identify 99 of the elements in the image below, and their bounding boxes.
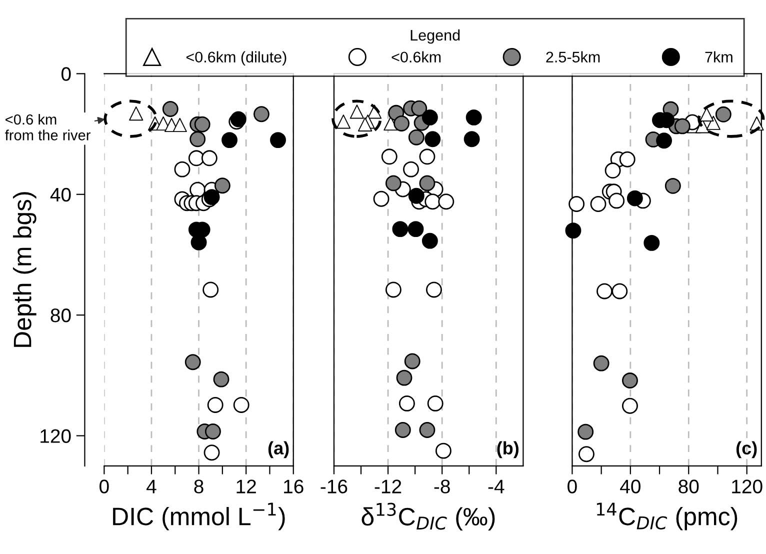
point bbox=[427, 395, 444, 412]
point bbox=[422, 232, 438, 249]
x-tick-label: -8 bbox=[434, 480, 450, 494]
y-tick-label: 0 bbox=[61, 67, 71, 81]
point bbox=[626, 190, 643, 206]
y-axis-title: Depth (m bgs) bbox=[13, 192, 36, 347]
legend-label: 7km bbox=[705, 51, 732, 62]
point bbox=[464, 131, 480, 148]
point bbox=[590, 196, 606, 212]
legend-label: <0.6km bbox=[392, 51, 441, 63]
point bbox=[424, 131, 441, 148]
point bbox=[222, 132, 238, 148]
point bbox=[184, 354, 201, 370]
x-tick-label: 80 bbox=[678, 480, 699, 494]
point bbox=[162, 101, 178, 117]
annotation: (a) bbox=[268, 441, 289, 458]
text: <0.6 km from the river bbox=[5, 114, 90, 140]
point bbox=[419, 422, 436, 438]
point bbox=[394, 422, 411, 438]
x-axis-title: DIC (mmol L$^{−1}$) bbox=[113, 502, 285, 530]
point bbox=[336, 114, 351, 129]
point bbox=[253, 106, 270, 122]
x-tick-label: 16 bbox=[284, 480, 304, 494]
point bbox=[419, 148, 436, 165]
x-tick-label: 12 bbox=[236, 480, 256, 494]
point bbox=[419, 175, 436, 192]
y-tick-label: 120 bbox=[40, 429, 71, 443]
point bbox=[593, 355, 610, 372]
y-tick-label: 80 bbox=[50, 308, 71, 322]
x-tick-label: 0 bbox=[568, 480, 577, 494]
point bbox=[578, 446, 594, 462]
point bbox=[385, 175, 402, 192]
point bbox=[674, 118, 690, 134]
point bbox=[398, 395, 415, 412]
legend-title: Legend bbox=[410, 29, 460, 44]
point bbox=[596, 283, 612, 300]
point bbox=[565, 222, 582, 239]
point bbox=[204, 424, 221, 440]
point bbox=[233, 396, 250, 413]
x-tick-label: 0 bbox=[100, 480, 109, 494]
point bbox=[373, 190, 390, 207]
point bbox=[706, 116, 720, 130]
point bbox=[358, 117, 372, 132]
point bbox=[622, 372, 638, 389]
y-tick-label: 40 bbox=[50, 188, 71, 202]
point bbox=[207, 396, 224, 413]
x-tick-label: -12 bbox=[374, 480, 402, 494]
point bbox=[435, 442, 452, 459]
point bbox=[396, 370, 412, 386]
point bbox=[201, 150, 218, 166]
point bbox=[408, 221, 424, 238]
point bbox=[213, 371, 230, 388]
point bbox=[408, 129, 424, 146]
x-tick-label: 8 bbox=[194, 480, 204, 494]
point bbox=[664, 178, 681, 194]
point bbox=[408, 188, 424, 204]
point bbox=[466, 109, 482, 126]
point bbox=[404, 353, 420, 370]
point bbox=[656, 132, 672, 149]
x-tick-label: 4 bbox=[146, 480, 156, 494]
point bbox=[188, 150, 204, 166]
x-axis-title: δ$^{13}$C$_{DIC}$ (‰) bbox=[362, 502, 495, 531]
point bbox=[174, 161, 190, 178]
legend-label: <0.6km (dilute) bbox=[186, 51, 286, 66]
point bbox=[394, 115, 410, 132]
point bbox=[270, 132, 286, 148]
point bbox=[172, 118, 187, 132]
point bbox=[644, 234, 660, 251]
point bbox=[214, 178, 230, 194]
point bbox=[619, 151, 636, 168]
point bbox=[622, 398, 638, 414]
point bbox=[381, 148, 398, 165]
point bbox=[604, 162, 621, 179]
point bbox=[568, 196, 585, 212]
point bbox=[578, 424, 594, 440]
legend-label: 2.5-5km bbox=[546, 51, 600, 63]
point bbox=[385, 282, 402, 298]
point bbox=[700, 107, 714, 122]
point bbox=[438, 194, 454, 210]
point bbox=[392, 221, 408, 238]
point bbox=[204, 444, 220, 461]
x-tick-label: 120 bbox=[732, 480, 762, 494]
point bbox=[715, 106, 732, 122]
point bbox=[422, 109, 438, 126]
point bbox=[426, 282, 442, 298]
point bbox=[190, 131, 206, 148]
x-tick-label: -16 bbox=[320, 480, 348, 494]
point bbox=[202, 282, 219, 298]
point bbox=[612, 283, 628, 300]
point bbox=[424, 194, 441, 210]
annotation: (c) bbox=[736, 441, 757, 458]
point bbox=[608, 192, 625, 209]
point bbox=[403, 161, 419, 178]
x-axis-title: $^{14}$C$_{DIC}$ (pmc) bbox=[596, 502, 738, 530]
x-tick-label: -4 bbox=[488, 480, 504, 494]
x-tick-label: 40 bbox=[620, 480, 640, 494]
annotation: (b) bbox=[497, 441, 518, 458]
point bbox=[411, 100, 428, 116]
point bbox=[194, 116, 210, 132]
